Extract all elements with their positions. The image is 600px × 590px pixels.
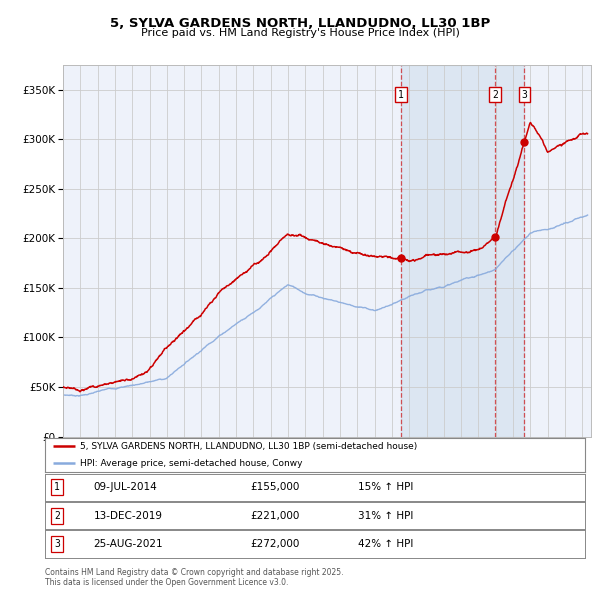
Text: 1: 1 xyxy=(54,483,60,492)
Text: 42% ↑ HPI: 42% ↑ HPI xyxy=(358,539,413,549)
Text: 15% ↑ HPI: 15% ↑ HPI xyxy=(358,483,413,492)
Text: HPI: Average price, semi-detached house, Conwy: HPI: Average price, semi-detached house,… xyxy=(80,459,302,468)
Text: Contains HM Land Registry data © Crown copyright and database right 2025.
This d: Contains HM Land Registry data © Crown c… xyxy=(45,568,343,587)
Text: 2: 2 xyxy=(492,90,498,100)
Text: 3: 3 xyxy=(521,90,527,100)
Bar xyxy=(401,65,524,437)
Text: £272,000: £272,000 xyxy=(250,539,299,549)
Text: 3: 3 xyxy=(54,539,60,549)
Text: 5, SYLVA GARDENS NORTH, LLANDUDNO, LL30 1BP: 5, SYLVA GARDENS NORTH, LLANDUDNO, LL30 … xyxy=(110,17,490,30)
Text: 25-AUG-2021: 25-AUG-2021 xyxy=(94,539,163,549)
Text: 13-DEC-2019: 13-DEC-2019 xyxy=(94,511,163,520)
Text: 09-JUL-2014: 09-JUL-2014 xyxy=(94,483,157,492)
Text: Price paid vs. HM Land Registry's House Price Index (HPI): Price paid vs. HM Land Registry's House … xyxy=(140,28,460,38)
Text: 1: 1 xyxy=(398,90,404,100)
Text: 2: 2 xyxy=(54,511,60,520)
Text: 5, SYLVA GARDENS NORTH, LLANDUDNO, LL30 1BP (semi-detached house): 5, SYLVA GARDENS NORTH, LLANDUDNO, LL30 … xyxy=(80,442,418,451)
Text: £155,000: £155,000 xyxy=(250,483,299,492)
Text: 31% ↑ HPI: 31% ↑ HPI xyxy=(358,511,413,520)
Text: £221,000: £221,000 xyxy=(250,511,299,520)
